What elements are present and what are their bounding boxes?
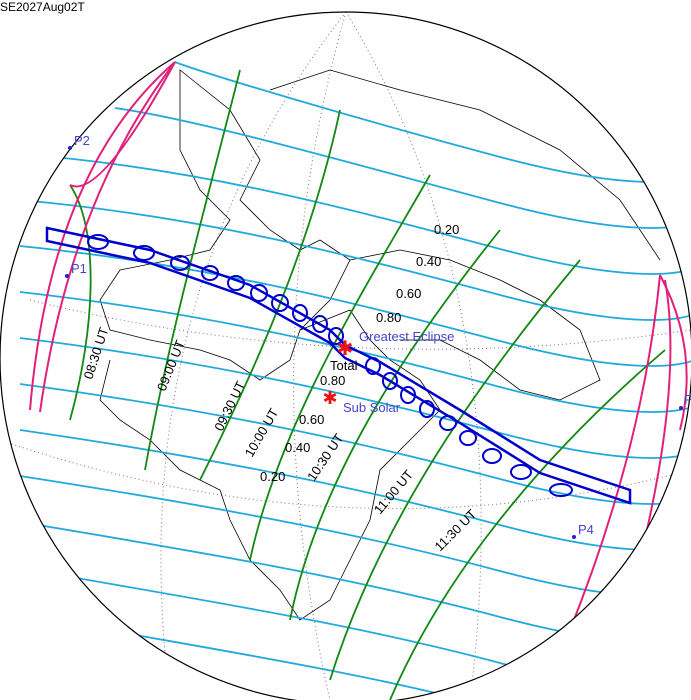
umbra-shadow-ellipse (227, 275, 245, 291)
umbra-shadow-ellipse (439, 415, 457, 431)
limit-curve (599, 279, 672, 700)
greatest-eclipse-label: Greatest Eclipse (359, 329, 454, 344)
p2-point (68, 146, 72, 150)
time-lines (69, 69, 666, 700)
graticule-line (29, 299, 691, 350)
p2-label: P2 (74, 133, 90, 148)
sub-solar-marker: ✱ (322, 388, 337, 408)
magnitude-line (19, 613, 691, 700)
map-title: SE2027Aug02T (0, 0, 85, 14)
time-line (289, 229, 501, 621)
coastline (99, 69, 351, 381)
magnitude-label: 0.20 (260, 469, 285, 484)
umbra-shadow-ellipse (459, 430, 477, 446)
time-label: 10:00 UT (242, 406, 282, 460)
coastline (269, 69, 661, 261)
time-label: 09:30 UT (211, 379, 248, 434)
magnitude-label: 0.60 (299, 412, 324, 427)
limit-curve (69, 61, 176, 188)
sub-solar-label: Sub Solar (343, 400, 401, 415)
time-line (69, 184, 92, 421)
umbra-shadow-ellipse (87, 234, 109, 250)
umbra-shadow-ellipse (250, 284, 268, 302)
umbra-shadow-ellipse (292, 304, 308, 322)
umbra-shadow-ellipse (419, 400, 435, 418)
p3-label: P3 (684, 392, 691, 407)
time-line (389, 349, 666, 700)
time-line (144, 69, 241, 471)
magnitude-line (19, 567, 691, 689)
umbra-shadow-ellipse (549, 483, 573, 497)
graticule (0, 12, 691, 700)
umbra-shadow-ellipse (133, 245, 155, 261)
magnitude-line (19, 153, 691, 275)
magnitude-line (114, 107, 691, 229)
totality-path-outline (45, 226, 632, 505)
umbra-shadow-ellipse (365, 357, 381, 375)
p1-label: P1 (71, 261, 87, 276)
magnitude-label: 0.80 (376, 310, 401, 325)
umbra-shadow-ellipse (328, 327, 344, 345)
umbra-shadow-ellipse (510, 464, 532, 480)
globe-outline (0, 11, 691, 700)
time-line (329, 259, 581, 681)
time-label: 11:00 UT (371, 467, 416, 517)
magnitude-label: 0.40 (285, 440, 310, 455)
coastlines (99, 69, 661, 621)
magnitude-label: 0.20 (434, 222, 459, 237)
totality-path (45, 226, 632, 505)
graticule-line (345, 12, 482, 700)
umbra-shadow-ellipse (482, 448, 502, 464)
coastline (349, 249, 601, 401)
p1-point (65, 274, 69, 278)
magnitude-line (174, 61, 691, 183)
magnitude-line (19, 521, 691, 643)
umbra-shadow-ellipse (170, 255, 190, 271)
magnitude-label: 0.40 (416, 254, 441, 269)
magnitude-lines (19, 61, 691, 700)
time-label: 09:00 UT (154, 338, 188, 393)
umbra-shadow-ellipse (382, 372, 398, 390)
magnitude-label: 0.60 (396, 286, 421, 301)
umbra-shadow-ellipse (312, 315, 328, 333)
greatest-eclipse-marker: ✱ (337, 338, 354, 360)
p3-point (679, 406, 683, 410)
magnitude-line (19, 199, 691, 321)
limit-curve (659, 274, 688, 431)
magnitude-label: 0.80 (320, 373, 345, 388)
limit-curve (39, 61, 176, 413)
p4-label: P4 (578, 522, 594, 537)
total-label: Total (330, 358, 358, 373)
umbra-shadow-ellipse (271, 294, 289, 312)
time-line (249, 174, 431, 561)
umbra-shadow-ellipse (400, 386, 416, 404)
limit-curve (29, 61, 176, 411)
p4-point (572, 535, 576, 539)
umbra-shadow-ellipse (201, 265, 219, 281)
limit-curve (539, 274, 661, 700)
